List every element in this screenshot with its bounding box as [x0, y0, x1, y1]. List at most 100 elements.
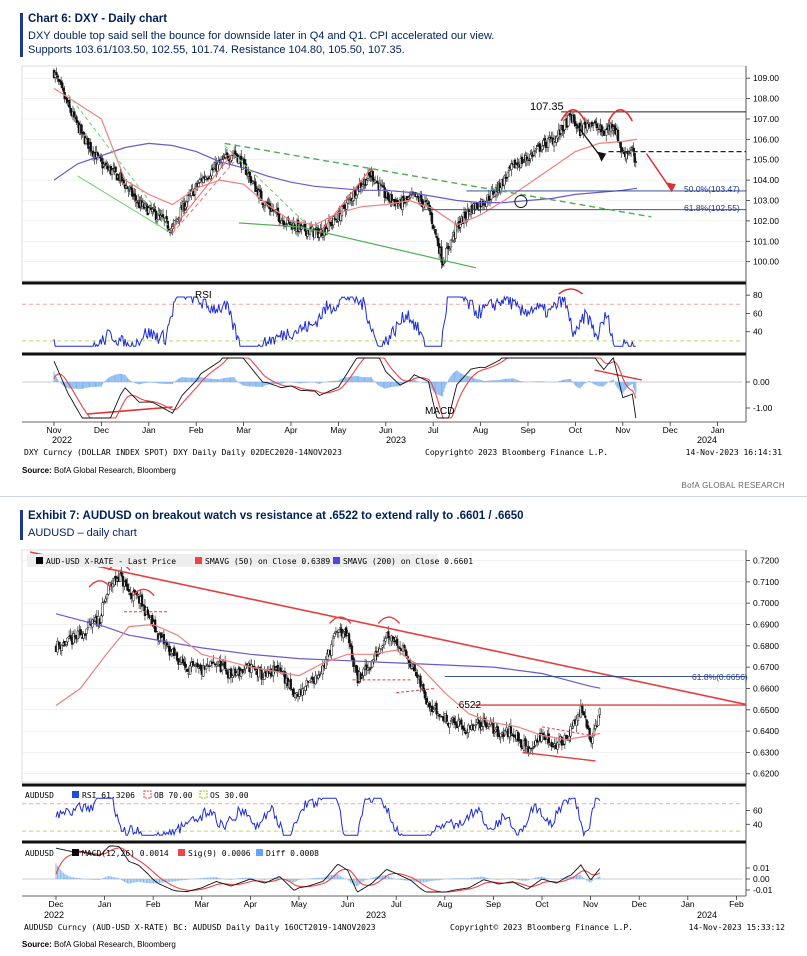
candle-body	[205, 665, 208, 670]
candle-body	[587, 725, 590, 729]
candle-body	[447, 245, 450, 250]
candle-body	[212, 661, 215, 664]
channel-line	[541, 726, 591, 736]
candle-body	[155, 631, 158, 633]
candle-body	[460, 719, 463, 725]
candle-body	[438, 714, 441, 717]
candle-body	[87, 137, 90, 149]
candle-body	[593, 122, 596, 124]
macd-tick-label: 0.00	[753, 377, 770, 387]
candle-body	[193, 664, 196, 666]
candle-body	[397, 646, 400, 648]
rsi-tick-label: 60	[753, 806, 763, 816]
brand-footer: BofA GLOBAL RESEARCH	[681, 481, 785, 490]
macd-swatch	[72, 849, 79, 856]
candle-body	[333, 633, 336, 637]
fib50-label: 50.0%(103.47)	[684, 184, 740, 194]
candle-body	[69, 107, 72, 113]
candle-body	[461, 725, 464, 730]
y-tick-label: 0.7200	[753, 556, 779, 566]
candle-body	[349, 643, 352, 648]
candle-body	[344, 627, 348, 637]
candle-body	[119, 573, 122, 583]
candle-body	[428, 703, 431, 708]
x-tick-label: Sep	[520, 425, 535, 435]
candle-body	[524, 738, 527, 747]
x-tick-label: Jan	[681, 899, 695, 909]
candle-body	[587, 122, 590, 125]
candle-body	[542, 140, 545, 146]
macd-divergence-line	[87, 406, 173, 415]
candle-body	[544, 141, 547, 148]
candle-body	[528, 159, 531, 162]
candle-body	[132, 591, 135, 602]
candle-body	[254, 668, 257, 671]
candle-body	[128, 187, 131, 190]
candle-body	[317, 675, 320, 679]
candle-body	[159, 632, 163, 638]
x-tick-label: Dec	[48, 899, 64, 909]
candle-body	[484, 722, 488, 728]
rsi-top-arc	[558, 288, 583, 295]
candle-body	[479, 721, 482, 729]
candle-body	[196, 662, 199, 667]
candle-body	[538, 143, 542, 152]
candle-body	[435, 236, 438, 238]
candle-body	[427, 202, 430, 205]
candle-body	[96, 152, 99, 156]
candle-body	[393, 640, 396, 643]
footer-left: DXY Curncy (DOLLAR INDEX SPOT) DXY Daily…	[24, 448, 342, 457]
candle-body	[355, 664, 358, 673]
candle-body	[153, 206, 156, 212]
candle-body	[134, 195, 137, 201]
candle-body	[570, 727, 574, 730]
candle-body	[533, 150, 537, 153]
candle-body	[431, 705, 434, 712]
candle-body	[331, 637, 335, 647]
candle-body	[371, 660, 374, 668]
chart1-subtitle-1: DXY double top said sell the bounce for …	[28, 30, 495, 42]
candle-body	[175, 652, 179, 661]
macd-line	[53, 357, 637, 419]
x-tick-label: May	[330, 425, 347, 435]
candle-body	[567, 115, 570, 127]
candle-body	[342, 632, 345, 639]
candle-body	[387, 192, 390, 200]
candle-body	[304, 686, 307, 691]
footer-copyright: Copyright© 2023 Bloomberg Finance L.P.	[450, 923, 633, 932]
candle-body	[84, 634, 87, 636]
candle-body	[168, 646, 171, 656]
candle-body	[221, 665, 224, 671]
candle-body	[480, 726, 483, 731]
candle-body	[242, 669, 246, 671]
candle-body	[148, 614, 151, 619]
candle-body	[250, 664, 253, 673]
y-tick-label: 104.00	[753, 175, 779, 185]
candle-body	[304, 223, 307, 232]
candle-body	[546, 138, 550, 148]
candle-body	[340, 628, 343, 637]
fib618-label: 61.8%(0.6656)	[692, 672, 748, 682]
candle-body	[165, 642, 168, 646]
candle-body	[198, 179, 201, 183]
y-tick-label: 0.6500	[753, 705, 779, 715]
candle-body	[569, 114, 572, 116]
candle-body	[186, 195, 190, 202]
candle-body	[283, 671, 287, 684]
candle-body	[573, 114, 576, 123]
candle-body	[248, 171, 251, 176]
support-line	[300, 226, 476, 269]
candle-body	[129, 592, 132, 596]
candle-body	[186, 668, 189, 672]
candle-body	[560, 737, 564, 746]
candle-body	[142, 604, 145, 606]
candle-body	[336, 221, 339, 223]
x-tick-label: Nov	[583, 899, 599, 909]
candle-body	[188, 665, 192, 675]
ob-swatch	[143, 790, 152, 799]
x-tick-label: Apr	[284, 425, 297, 435]
chart2-price-pane	[21, 549, 747, 783]
legend-sma200: SMAVG (200) on Close 0.6601	[343, 557, 473, 566]
candle-body	[80, 124, 83, 134]
support-line	[238, 222, 301, 228]
